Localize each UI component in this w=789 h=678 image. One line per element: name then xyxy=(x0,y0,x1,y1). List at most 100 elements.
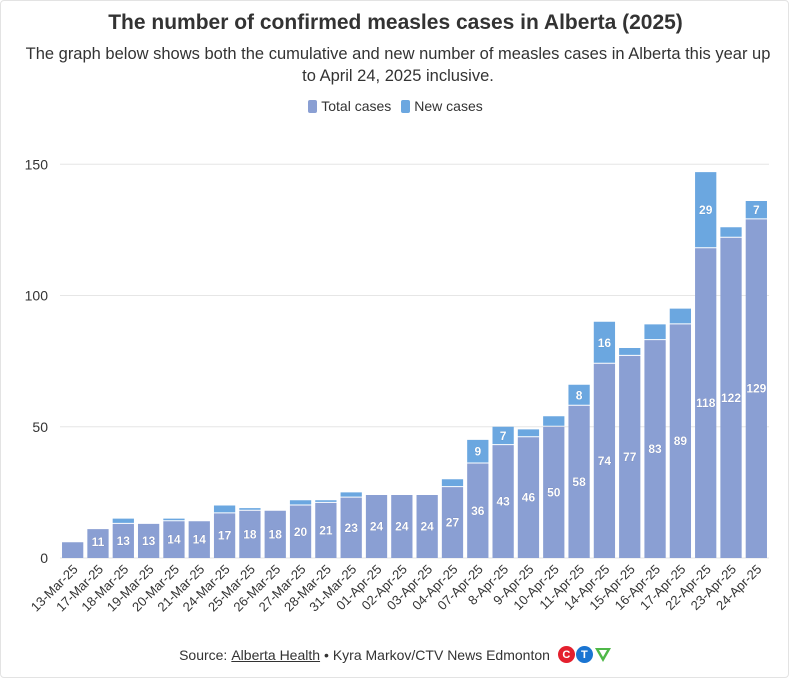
data-label-total: 89 xyxy=(674,434,688,448)
bar-total xyxy=(289,505,312,558)
ctv-logo-t: T xyxy=(575,646,593,663)
bar-total xyxy=(669,324,692,558)
bar-new xyxy=(593,321,616,363)
y-tick-label: 0 xyxy=(40,550,48,566)
bar-new xyxy=(289,500,312,505)
bar-new xyxy=(695,172,717,248)
data-label-new: 7 xyxy=(753,203,760,217)
y-tick-label: 150 xyxy=(25,156,49,172)
data-label-total: 11 xyxy=(92,535,105,549)
legend-swatch-new xyxy=(401,99,411,113)
bar-total xyxy=(492,445,514,558)
bar-new xyxy=(543,416,565,426)
chart-title: The number of confirmed measles cases in… xyxy=(108,11,683,34)
bar-total xyxy=(644,340,666,558)
source-link[interactable]: Alberta Health xyxy=(231,646,321,663)
ctv-logo: C T xyxy=(557,646,612,663)
data-label-total: 24 xyxy=(420,520,434,534)
data-label-total: 17 xyxy=(218,529,232,543)
bar-total xyxy=(163,521,185,558)
data-label-total: 24 xyxy=(395,520,409,534)
data-label-total: 27 xyxy=(446,516,460,530)
data-label-total: 77 xyxy=(623,450,637,464)
source-credit: • Kyra Markov/CTV News Edmonton xyxy=(324,646,550,663)
bar-total xyxy=(112,523,134,558)
data-label-total: 50 xyxy=(547,485,561,499)
legend: Total cases New cases xyxy=(1,98,788,114)
bar-new xyxy=(492,426,514,445)
bar-total xyxy=(365,495,388,558)
data-label-total: 14 xyxy=(167,533,181,547)
bar-chart: 05010015013-Mar-251117-Mar-251318-Mar-25… xyxy=(25,156,769,615)
bar-total xyxy=(745,219,767,558)
bar-new xyxy=(669,308,692,324)
data-label-total: 83 xyxy=(648,442,662,456)
data-label-total: 13 xyxy=(117,534,131,548)
data-label-total: 21 xyxy=(319,523,333,537)
bar-total xyxy=(619,355,641,558)
legend-item-total[interactable]: Total cases xyxy=(308,98,391,114)
bar-total xyxy=(695,248,717,558)
source-line: Source: Alberta Health • Kyra Markov/CTV… xyxy=(1,646,788,663)
data-label-total: 13 xyxy=(142,534,156,548)
source-prefix: Source: xyxy=(179,646,228,663)
bar-new xyxy=(239,508,261,510)
y-tick-label: 50 xyxy=(32,419,48,435)
data-label-total: 74 xyxy=(598,454,612,468)
bar-total xyxy=(239,510,261,558)
data-label-total: 58 xyxy=(572,475,586,489)
data-label-new: 16 xyxy=(598,336,612,350)
legend-label-total: Total cases xyxy=(321,98,392,114)
ctv-logo-v-icon xyxy=(594,648,611,662)
data-label-total: 36 xyxy=(471,504,485,518)
bar-new xyxy=(340,492,362,497)
data-label-new: 9 xyxy=(474,445,481,459)
legend-label-new: New cases xyxy=(414,98,483,114)
bar-new xyxy=(112,518,134,523)
bar-new xyxy=(441,479,464,487)
legend-swatch-total xyxy=(308,99,318,113)
bar-total xyxy=(467,463,489,558)
bar-new xyxy=(467,439,489,463)
bar-new xyxy=(644,324,666,340)
bar-total xyxy=(340,497,362,558)
data-label-total: 23 xyxy=(345,521,359,535)
bar-total xyxy=(441,487,464,558)
bar-total xyxy=(593,363,616,558)
legend-item-new[interactable]: New cases xyxy=(401,98,483,114)
bar-total xyxy=(391,495,413,558)
data-label-new: 7 xyxy=(500,429,507,443)
bar-total xyxy=(62,542,84,558)
data-label-total: 18 xyxy=(269,527,283,541)
bar-new xyxy=(720,227,742,237)
bar-total xyxy=(543,426,565,558)
data-label-new: 8 xyxy=(576,388,583,402)
bar-total xyxy=(188,521,210,558)
bar-new xyxy=(619,348,641,355)
bar-new xyxy=(213,505,236,513)
bar-total xyxy=(517,437,540,558)
bar-total xyxy=(264,510,286,558)
bar-total xyxy=(416,495,438,558)
ctv-logo-c: C xyxy=(557,646,575,663)
bar-total xyxy=(315,502,337,558)
bar-total xyxy=(720,237,742,558)
data-label-total: 20 xyxy=(294,525,308,539)
data-label-total: 118 xyxy=(696,396,716,410)
bar-new xyxy=(568,384,590,405)
data-label-total: 24 xyxy=(370,520,384,534)
bar-new xyxy=(315,500,337,502)
data-label-total: 18 xyxy=(243,527,257,541)
bar-total xyxy=(137,523,160,558)
data-label-new: 29 xyxy=(699,203,713,217)
bar-new xyxy=(517,429,540,437)
data-label-total: 129 xyxy=(746,382,766,396)
data-label-total: 46 xyxy=(522,491,536,505)
y-tick-label: 100 xyxy=(25,288,49,304)
bar-total xyxy=(87,529,109,558)
data-label-total: 14 xyxy=(193,533,207,547)
chart-subtitle: The graph below shows both the cumulativ… xyxy=(25,45,771,85)
data-label-total: 122 xyxy=(721,391,741,405)
bar-total xyxy=(568,405,590,558)
